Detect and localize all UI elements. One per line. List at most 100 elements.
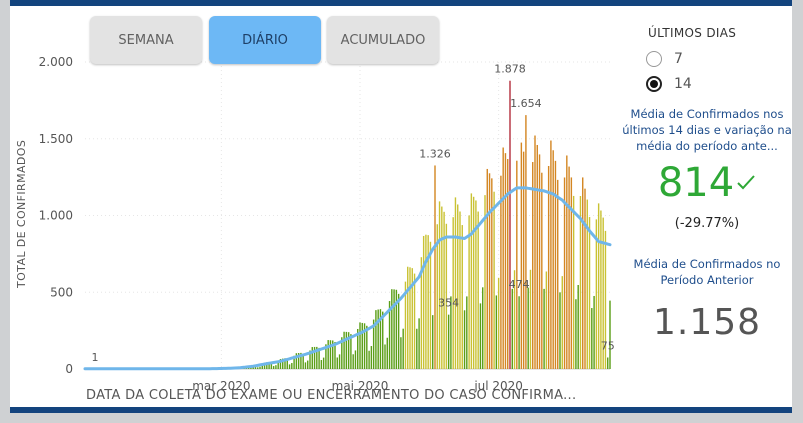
bar [561, 276, 563, 369]
bar [566, 155, 568, 369]
bar [368, 350, 370, 369]
bar [563, 177, 566, 369]
bar [384, 344, 386, 369]
bar [343, 331, 345, 369]
radio-14[interactable] [646, 76, 662, 92]
bar [588, 217, 591, 369]
bar [607, 357, 609, 369]
bar [318, 347, 320, 369]
bar [352, 354, 354, 369]
bar [582, 177, 584, 369]
bar [295, 353, 298, 369]
bar [609, 300, 611, 369]
bar [334, 341, 336, 369]
tab-acumulado[interactable]: ACUMULADO [327, 16, 439, 64]
bar [284, 358, 286, 369]
bar [547, 165, 550, 369]
filter-option-14[interactable]: 14 [646, 76, 692, 92]
bar [482, 287, 484, 369]
bar [568, 166, 570, 369]
filter-option-label: 14 [674, 76, 692, 92]
bar [420, 257, 423, 369]
bar [447, 314, 450, 369]
bar [361, 322, 363, 369]
bar [336, 357, 338, 369]
bar [350, 334, 352, 369]
x-tick-label: jul 2020 [473, 379, 523, 393]
bar [432, 315, 434, 369]
bar [575, 299, 577, 369]
moving-average-line [83, 186, 612, 371]
bar [393, 289, 395, 369]
bar [407, 266, 409, 369]
bar [572, 195, 575, 369]
avg-variation: (-29.77%) [674, 216, 740, 231]
bar [468, 215, 470, 369]
bar [341, 337, 343, 369]
bar [554, 160, 557, 369]
bar [543, 288, 545, 369]
bar [591, 308, 593, 369]
bar [338, 354, 341, 369]
bar [311, 347, 313, 369]
bar [282, 358, 284, 369]
bar [386, 337, 388, 369]
bar [379, 309, 382, 369]
bar [409, 267, 411, 369]
prev-value: 1.158 [652, 302, 762, 343]
bar [416, 328, 418, 369]
bar [259, 366, 261, 369]
chart-bars [84, 80, 611, 370]
x-axis-ticks: mar 2020 mai 2020 jul 2020 [192, 379, 523, 393]
bar [438, 201, 441, 369]
bar [370, 346, 373, 369]
x-tick-label: mar 2020 [192, 379, 250, 393]
avg-value: 814 [622, 160, 792, 206]
bar [557, 179, 559, 369]
bar [525, 115, 527, 370]
y-axis-ticks: 0 500 1.000 1.500 2.000 [39, 55, 73, 376]
bar [418, 318, 420, 369]
bar [257, 367, 259, 369]
bar [479, 303, 482, 369]
filter-option-7[interactable]: 7 [646, 51, 683, 67]
bar [279, 359, 282, 369]
bar [550, 140, 552, 369]
tab-diario[interactable]: DIÁRIO [209, 16, 321, 64]
x-tick-label: mai 2020 [332, 379, 389, 393]
bar [538, 154, 541, 369]
bar [595, 219, 598, 369]
bar [302, 353, 304, 369]
bar [491, 178, 493, 369]
bar [511, 288, 513, 369]
bar [534, 135, 536, 369]
bar [536, 144, 538, 369]
bar [266, 362, 268, 369]
bar [584, 188, 586, 369]
bar [477, 211, 479, 369]
bar [495, 295, 498, 369]
bar [293, 355, 295, 369]
bar [372, 319, 375, 369]
bar [516, 160, 518, 369]
bar [445, 223, 448, 369]
bar [463, 310, 466, 369]
bar [527, 287, 529, 369]
bar [313, 346, 316, 369]
avg-label: Média de Confirmados nos últimos 14 dias… [622, 107, 792, 153]
y-tick-label: 1.000 [39, 209, 73, 223]
bar [325, 344, 327, 369]
bar [604, 230, 607, 369]
bar [600, 210, 602, 369]
bar [522, 151, 525, 369]
y-tick-label: 500 [50, 285, 73, 299]
bar [391, 289, 393, 369]
tab-semana[interactable]: SEMANA [90, 16, 202, 64]
bar [427, 235, 429, 369]
bar [345, 331, 348, 369]
bar [529, 269, 532, 369]
bar [411, 268, 413, 369]
bar [307, 360, 309, 369]
radio-7[interactable] [646, 51, 662, 67]
bar [288, 364, 291, 369]
